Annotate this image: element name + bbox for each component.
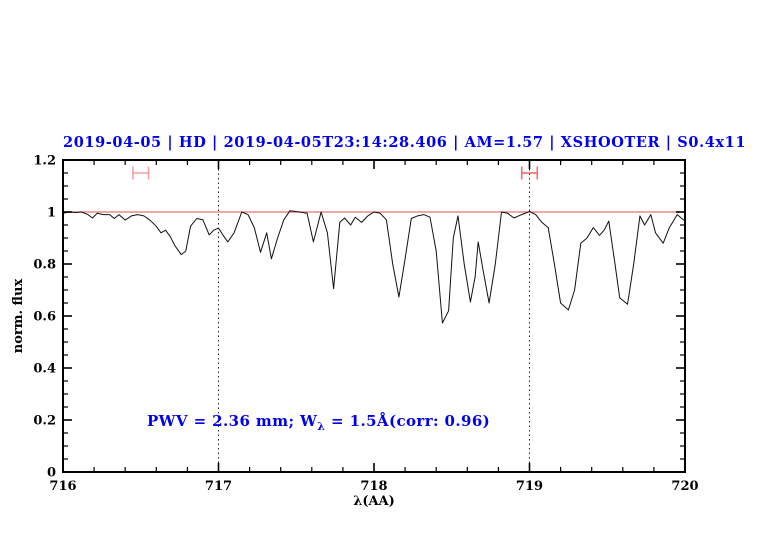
x-tick-label: 720 [671,479,698,494]
x-axis-label: λ(AA) [353,494,395,509]
y-tick-label: 0.4 [33,362,56,377]
plot-title: 2019-04-05 | HD | 2019-04-05T23:14:28.40… [63,134,747,151]
x-tick-label: 718 [360,479,387,494]
x-tick-label: 717 [205,479,232,494]
pwv-annotation-prefix: PWV = 2.36 mm; W [147,412,318,430]
x-tick-label: 716 [49,479,76,494]
y-tick-label: 0.8 [33,258,56,273]
y-tick-label: 1.2 [33,154,56,169]
x-tick-label: 719 [516,479,543,494]
spectrum-line [62,210,686,324]
pwv-annotation: PWV = 2.36 mm; Wλ = 1.5Å(corr: 0.96) [147,412,490,433]
y-tick-label: 0.2 [33,414,56,429]
y-tick-label: 0.6 [33,310,56,325]
pwv-annotation-subscript: λ [317,420,326,433]
y-tick-label: 0 [47,466,56,481]
pwv-annotation-suffix: = 1.5Å(corr: 0.96) [325,412,491,430]
y-axis-label: norm. flux [11,278,26,354]
y-tick-label: 1 [47,206,56,221]
